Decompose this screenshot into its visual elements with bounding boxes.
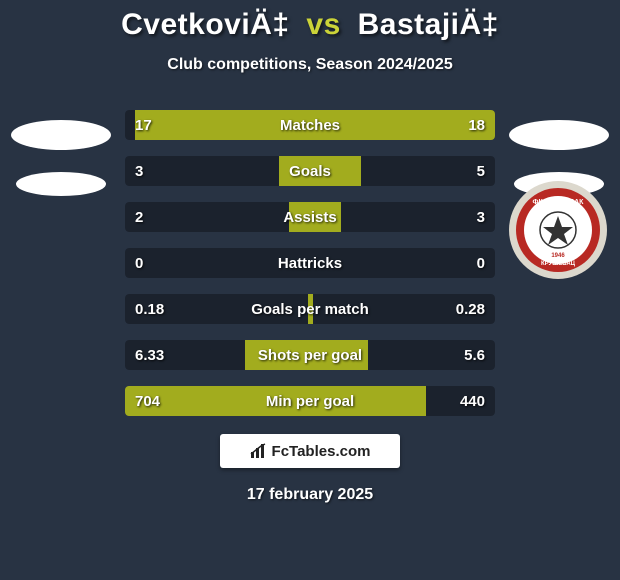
stat-value-right: 440 [460,386,485,416]
fctables-text: FcTables.com [272,443,371,460]
stat-row: 3Goals5 [125,156,495,186]
stat-label: Assists [125,202,495,232]
stat-row: 2Assists3 [125,202,495,232]
stat-label: Matches [125,110,495,140]
player1-silhouette [6,120,116,190]
fctables-logo: FcTables.com [220,434,400,468]
stat-value-right: 5.6 [464,340,485,370]
stat-label: Min per goal [125,386,495,416]
svg-text:КРУШЕВАЦ: КРУШЕВАЦ [541,261,576,267]
stat-row: 0Hattricks0 [125,248,495,278]
subtitle: Club competitions, Season 2024/2025 [0,56,620,74]
stat-value-right: 18 [468,110,485,140]
stat-value-right: 5 [477,156,485,186]
stat-label: Goals per match [125,294,495,324]
stat-row: 17Matches18 [125,110,495,140]
player2-name: BastajiÄ‡ [358,8,499,41]
stat-label: Hattricks [125,248,495,278]
footer-date: 17 february 2025 [0,486,620,504]
svg-text:ФК НАПРЕДАК: ФК НАПРЕДАК [533,199,585,206]
stat-label: Shots per goal [125,340,495,370]
stat-value-right: 0 [477,248,485,278]
club-crest-icon: ФК НАПРЕДАК КРУШЕВАЦ 1946 [508,180,608,280]
stat-value-right: 3 [477,202,485,232]
stat-row: 0.18Goals per match0.28 [125,294,495,324]
vs-label: vs [306,8,340,41]
stat-row: 6.33Shots per goal5.6 [125,340,495,370]
comparison-title: CvetkoviÄ‡ vs BastajiÄ‡ [0,0,620,42]
stat-label: Goals [125,156,495,186]
stat-value-right: 0.28 [456,294,485,324]
stat-row: 704Min per goal440 [125,386,495,416]
svg-text:1946: 1946 [551,253,565,259]
stats-container: 17Matches183Goals52Assists30Hattricks00.… [125,110,495,416]
chart-icon [250,442,268,460]
player1-name: CvetkoviÄ‡ [121,8,289,41]
